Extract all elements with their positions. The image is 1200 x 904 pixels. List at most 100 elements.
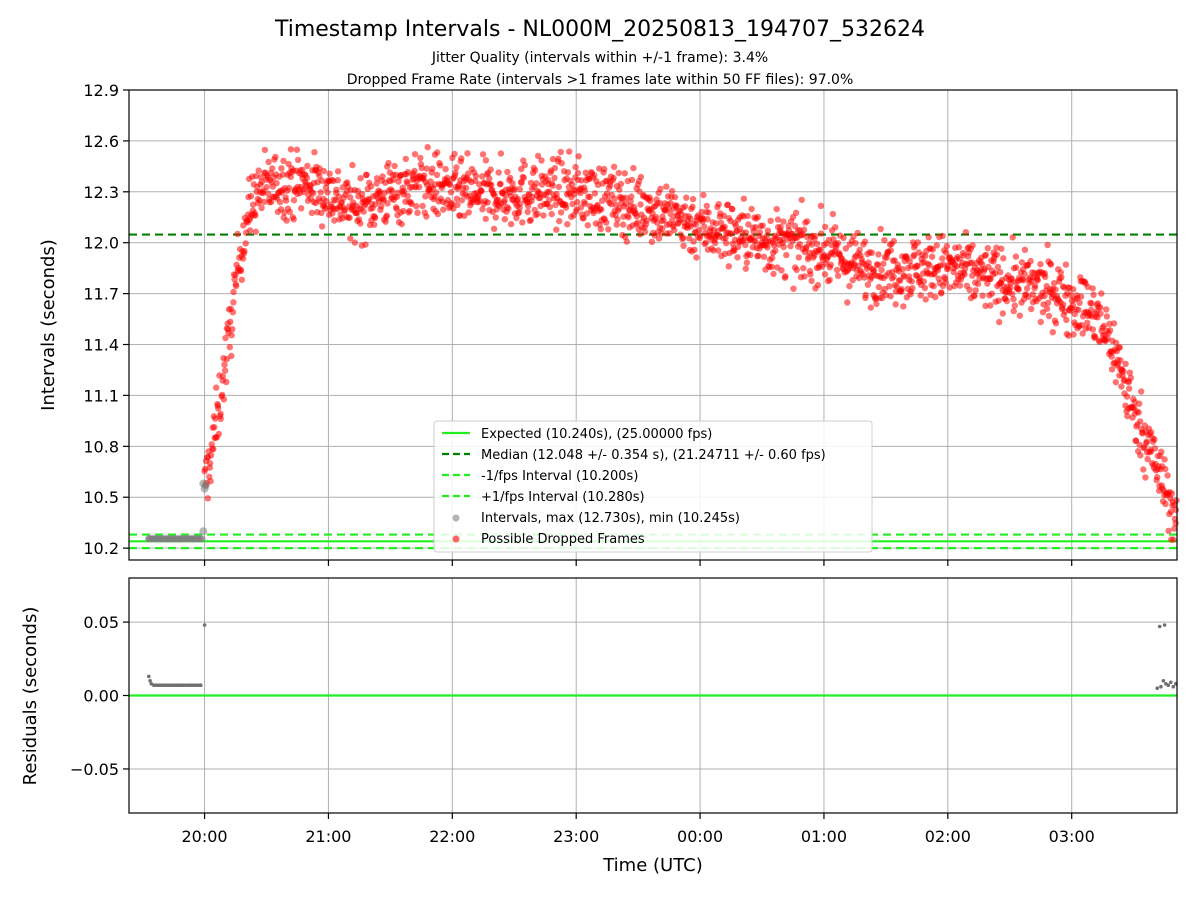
- dropped-frame-point: [881, 237, 888, 244]
- dropped-frame-point: [669, 216, 676, 223]
- dropped-frame-point: [534, 152, 542, 160]
- dropped-frame-point: [207, 452, 215, 459]
- dropped-frame-point: [641, 228, 649, 236]
- bottom-y-tick-label: −0.05: [70, 760, 119, 779]
- dropped-frame-point: [400, 188, 408, 195]
- dropped-frame-point: [1076, 299, 1083, 306]
- dropped-frame-point: [906, 258, 913, 265]
- residual-point: [1159, 684, 1163, 689]
- top-y-tick-label: 11.4: [83, 336, 119, 355]
- dropped-frame-point: [840, 234, 847, 241]
- dropped-frame-point: [1075, 306, 1082, 313]
- dropped-frame-point: [517, 200, 524, 207]
- dropped-frame-point: [742, 241, 749, 249]
- dropped-frame-point: [754, 213, 762, 221]
- dropped-frame-point: [827, 261, 834, 268]
- dropped-frame-point: [1172, 520, 1179, 527]
- dropped-frame-point: [702, 239, 710, 246]
- dropped-frame-point: [764, 244, 771, 251]
- dropped-frame-point: [996, 318, 1003, 326]
- dropped-frame-point: [1172, 506, 1180, 514]
- dropped-frame-point: [280, 157, 287, 165]
- dropped-frame-point: [569, 181, 576, 188]
- dropped-frame-point: [873, 300, 880, 308]
- dropped-frame-point: [287, 146, 295, 153]
- dropped-frame-point: [1100, 322, 1108, 330]
- top-y-tick-label: 11.7: [83, 285, 119, 304]
- dropped-frame-point: [880, 260, 887, 267]
- dropped-frame-point: [252, 172, 260, 180]
- dropped-frame-point: [255, 167, 262, 174]
- interval-point: [199, 527, 208, 536]
- dropped-frame-point: [239, 255, 247, 262]
- dropped-frame-point: [584, 222, 591, 229]
- dropped-frame-point: [634, 219, 641, 226]
- x-tick-label: 00:00: [677, 827, 723, 846]
- top-y-tick-label: 12.6: [83, 132, 119, 151]
- dropped-frame-point: [487, 166, 494, 173]
- dropped-frame-point: [849, 277, 856, 284]
- dropped-frame-point: [222, 334, 229, 342]
- dropped-frame-point: [1132, 437, 1140, 444]
- dropped-frame-point: [310, 189, 317, 197]
- dropped-frame-point: [679, 234, 687, 241]
- dropped-frame-point: [1154, 473, 1161, 481]
- dropped-frame-point: [548, 210, 555, 218]
- dropped-frame-point: [917, 292, 924, 299]
- residual-point: [169, 683, 173, 687]
- dropped-frame-point: [1016, 312, 1023, 319]
- dropped-frame-point: [614, 216, 621, 223]
- dropped-frame-point: [575, 153, 582, 160]
- dropped-frame-point: [690, 238, 697, 245]
- dropped-frame-point: [367, 183, 375, 190]
- dropped-frame-point: [265, 158, 272, 166]
- dropped-frame-point: [982, 302, 989, 310]
- dropped-frame-point: [796, 240, 803, 248]
- dropped-frame-point: [577, 204, 585, 211]
- dropped-frame-point: [1021, 246, 1029, 253]
- dropped-frame-point: [898, 285, 905, 293]
- dropped-frame-point: [657, 185, 664, 192]
- dropped-frame-point: [998, 245, 1005, 252]
- dropped-frame-point: [1108, 366, 1116, 373]
- dropped-frame-point: [1091, 333, 1099, 340]
- dropped-frame-point: [486, 175, 493, 182]
- dropped-frame-point: [324, 189, 331, 196]
- dropped-frame-point: [683, 194, 690, 201]
- dropped-frame-point: [769, 254, 776, 262]
- dropped-frame-point: [755, 252, 762, 259]
- dropped-frame-point: [656, 199, 663, 207]
- dropped-frame-point: [434, 149, 441, 156]
- dropped-frame-point: [511, 185, 518, 192]
- dropped-frame-point: [1084, 319, 1091, 326]
- dropped-frame-point: [693, 254, 700, 261]
- dropped-frame-point: [433, 189, 440, 196]
- dropped-frame-point: [938, 289, 945, 296]
- dropped-frame-point: [993, 251, 1000, 258]
- dropped-frame-point: [1108, 353, 1115, 360]
- dropped-frame-point: [899, 266, 906, 273]
- legend: Expected (10.240s), (25.00000 fps) Media…: [433, 420, 873, 553]
- dropped-frame-point: [1077, 293, 1085, 300]
- dropped-frame-point: [729, 205, 736, 213]
- dropped-frame-point: [689, 203, 696, 210]
- dropped-frame-point: [464, 150, 471, 157]
- dropped-frame-point: [555, 183, 563, 191]
- dropped-frame-point: [450, 205, 457, 212]
- dropped-frame-point: [801, 273, 808, 280]
- dropped-frame-point: [1009, 290, 1016, 298]
- dropped-frame-point: [228, 352, 235, 360]
- residual-point: [174, 683, 178, 687]
- dropped-frame-point: [556, 217, 563, 225]
- dropped-frame-point: [241, 247, 248, 255]
- dropped-frame-point: [1138, 388, 1145, 395]
- dropped-frame-point: [1161, 456, 1168, 463]
- dropped-frame-point: [273, 179, 280, 187]
- dropped-frame-point: [1126, 385, 1133, 392]
- dropped-frame-point: [383, 212, 390, 219]
- dropped-frame-point: [390, 176, 397, 183]
- top-panel-scatter: [145, 144, 1180, 543]
- dropped-frame-point: [613, 221, 620, 228]
- dropped-frame-point: [807, 271, 814, 278]
